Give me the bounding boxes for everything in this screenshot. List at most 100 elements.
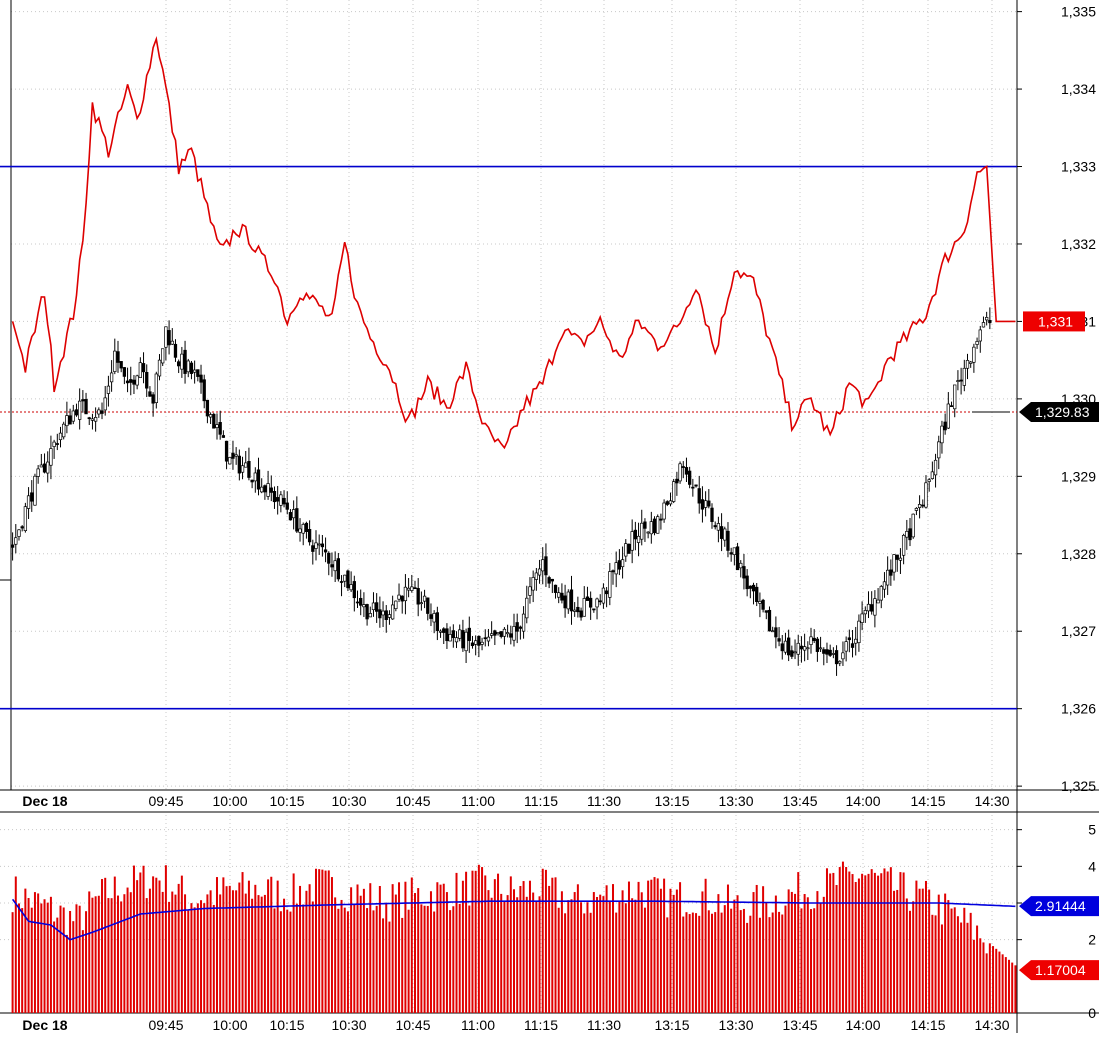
volume-bar: [353, 903, 356, 1013]
volume-bar: [554, 877, 557, 1013]
candle-body: [822, 649, 826, 654]
volume-bar: [308, 884, 311, 1013]
candle-body: [988, 320, 992, 324]
volume-axis-label: 0: [1088, 1005, 1096, 1021]
price-time-label: 13:15: [654, 793, 689, 809]
volume-bar: [851, 874, 854, 1013]
volume-bar: [816, 891, 819, 1013]
candle-body: [221, 435, 226, 438]
candle-body: [965, 360, 970, 369]
volume-bar: [474, 870, 477, 1013]
volume-bar: [212, 904, 215, 1013]
candle-body: [68, 415, 72, 425]
volume-bar: [567, 900, 570, 1013]
moving-average-tag-text: 2.91444: [1035, 898, 1086, 914]
volume-bar: [388, 921, 391, 1013]
candle-body: [573, 609, 577, 612]
volume-bar: [675, 889, 678, 1013]
candle-body: [42, 463, 47, 473]
volume-time-label: 14:15: [910, 1017, 945, 1033]
volume-bar: [30, 907, 33, 1013]
candle-body: [62, 423, 66, 438]
candle-body: [298, 528, 302, 533]
candle-body: [531, 577, 535, 591]
volume-bar: [532, 892, 535, 1013]
volume-bar: [318, 869, 321, 1013]
volume-bar: [988, 943, 991, 1013]
candle-body: [790, 650, 794, 657]
volume-bar: [302, 904, 305, 1013]
candle-body: [582, 598, 586, 617]
candle-body: [854, 638, 858, 644]
volume-bar: [800, 908, 803, 1013]
volume-bar: [43, 899, 46, 1013]
volume-bar: [468, 905, 471, 1013]
volume-bar: [525, 896, 528, 1013]
volume-bar: [385, 902, 388, 1013]
candle-body: [477, 635, 481, 646]
volume-bar: [59, 905, 62, 1013]
candle-body: [240, 465, 245, 473]
volume-bar: [158, 880, 161, 1013]
candle-body: [196, 369, 200, 377]
candle-body: [793, 651, 797, 654]
candle-body: [802, 646, 807, 651]
volume-bar: [998, 951, 1001, 1013]
volume-bar: [350, 887, 353, 1013]
volume-bar: [123, 894, 126, 1013]
candle-body: [470, 642, 475, 647]
volume-bar: [97, 895, 100, 1013]
volume-bar: [749, 915, 752, 1013]
price-axis-label: 1,333: [1061, 159, 1096, 175]
candle-body: [700, 499, 705, 510]
volume-bar: [953, 907, 956, 1013]
candle-body: [403, 586, 408, 602]
volume-bar: [251, 898, 254, 1013]
volume-bar: [369, 883, 372, 1013]
candle-body: [384, 610, 388, 620]
volume-bar: [398, 882, 401, 1013]
volume-bar: [132, 865, 135, 1013]
candle-body: [783, 640, 788, 653]
volume-bar: [790, 891, 793, 1013]
volume-bar: [612, 884, 615, 1013]
candle-body: [237, 455, 241, 474]
candle-body: [33, 475, 37, 506]
price-time-label: 14:15: [910, 793, 945, 809]
candle-body: [202, 379, 206, 402]
volume-bar: [544, 869, 547, 1013]
volume-bar: [995, 948, 998, 1013]
candle-body: [981, 322, 986, 328]
candle-body: [905, 531, 909, 538]
volume-bar: [196, 903, 199, 1013]
volume-bar: [465, 871, 468, 1013]
candle-body: [502, 628, 507, 637]
volume-bar: [391, 884, 394, 1013]
candle-body: [186, 360, 190, 373]
candle-body: [879, 586, 883, 601]
volume-bar: [433, 911, 436, 1013]
candle-body: [710, 507, 714, 522]
volume-bar: [270, 876, 273, 1013]
candle-body: [767, 609, 772, 632]
volume-bar: [439, 884, 442, 1013]
candle-body: [339, 581, 344, 583]
volume-bar: [292, 873, 295, 1013]
volume-bar: [509, 876, 512, 1013]
volume-bar: [714, 912, 717, 1013]
volume-bar: [276, 880, 279, 1013]
volume-bar: [615, 912, 618, 1013]
volume-bar: [343, 907, 346, 1013]
candle-body: [291, 509, 296, 519]
volume-bar: [429, 891, 432, 1013]
candle-body: [857, 620, 861, 643]
candle-body: [253, 472, 257, 482]
volume-bar: [116, 895, 119, 1013]
candle-body: [97, 409, 101, 415]
volume-bar: [781, 914, 784, 1013]
volume-bar: [244, 893, 247, 1013]
candle-body: [269, 487, 273, 493]
volume-bar: [982, 942, 985, 1013]
volume-bar: [528, 880, 531, 1013]
candle-body: [432, 613, 436, 623]
